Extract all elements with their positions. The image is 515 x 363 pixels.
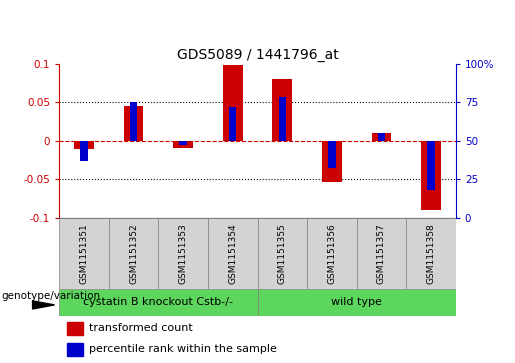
Bar (223, 65, 243, 141)
Bar (279, 98, 286, 141)
Bar (377, 133, 385, 141)
Bar (59, 289, 258, 316)
Text: GSM1151353: GSM1151353 (179, 223, 187, 284)
Text: genotype/variation: genotype/variation (1, 291, 100, 301)
Text: GSM1151357: GSM1151357 (377, 223, 386, 284)
Bar (421, 141, 441, 210)
Bar (67, 322, 83, 335)
Bar (124, 106, 144, 141)
Bar (179, 141, 187, 145)
Bar (427, 141, 435, 190)
Polygon shape (32, 301, 55, 309)
Bar (356, 218, 406, 289)
Text: GSM1151354: GSM1151354 (228, 223, 237, 284)
Text: percentile rank within the sample: percentile rank within the sample (89, 344, 277, 354)
Bar (258, 289, 456, 316)
Bar (272, 79, 292, 141)
Bar (67, 343, 83, 356)
Text: wild type: wild type (331, 297, 382, 307)
Text: GSM1151356: GSM1151356 (328, 223, 336, 284)
Bar (406, 218, 456, 289)
Text: cystatin B knockout Cstb-/-: cystatin B knockout Cstb-/- (83, 297, 233, 307)
Bar (371, 133, 391, 141)
Title: GDS5089 / 1441796_at: GDS5089 / 1441796_at (177, 49, 338, 62)
Bar (173, 141, 193, 148)
Text: GSM1151352: GSM1151352 (129, 223, 138, 284)
Bar (322, 141, 342, 182)
Bar (229, 107, 236, 141)
Bar (258, 218, 307, 289)
Bar (307, 218, 356, 289)
Text: transformed count: transformed count (89, 323, 193, 334)
Text: GSM1151358: GSM1151358 (426, 223, 436, 284)
Bar (74, 141, 94, 149)
Bar (159, 218, 208, 289)
Bar (130, 102, 138, 141)
Text: GSM1151351: GSM1151351 (79, 223, 89, 284)
Bar (59, 218, 109, 289)
Text: GSM1151355: GSM1151355 (278, 223, 287, 284)
Bar (328, 141, 336, 168)
Bar (208, 218, 258, 289)
Bar (80, 141, 88, 161)
Bar (109, 218, 159, 289)
